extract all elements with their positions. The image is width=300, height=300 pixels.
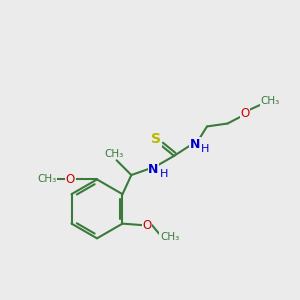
Text: CH₃: CH₃ (160, 232, 179, 242)
Text: N: N (190, 138, 200, 151)
Text: O: O (241, 107, 250, 120)
Text: S: S (152, 132, 161, 146)
Text: CH₃: CH₃ (104, 149, 123, 159)
Text: CH₃: CH₃ (37, 174, 57, 184)
Text: N: N (148, 163, 159, 176)
Text: H: H (201, 144, 210, 154)
Text: CH₃: CH₃ (261, 96, 280, 106)
Text: O: O (66, 173, 75, 186)
Text: O: O (142, 219, 152, 232)
Text: H: H (160, 169, 168, 179)
